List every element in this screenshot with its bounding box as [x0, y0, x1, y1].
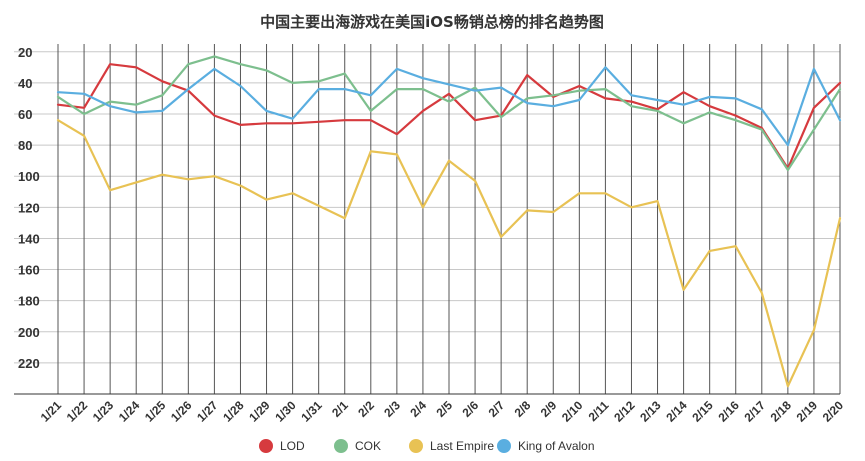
legend-marker [497, 439, 511, 453]
x-tick-label: 2/14 [663, 398, 690, 425]
y-tick-label: 60 [18, 107, 32, 122]
series-line-lod [56, 63, 842, 170]
x-tick-label: 2/5 [433, 398, 455, 420]
y-tick-label: 40 [18, 76, 32, 91]
grid-layer [14, 44, 841, 395]
x-tick-label: 2/9 [538, 398, 560, 420]
y-tick-label: 180 [18, 294, 40, 309]
y-tick-label: 160 [18, 263, 40, 278]
x-tick-label: 2/17 [742, 398, 769, 425]
x-tick-label: 1/26 [168, 398, 195, 425]
series-layer [56, 55, 842, 388]
series-line-king-of-avalon [56, 66, 842, 147]
x-tick-label: 1/25 [142, 398, 169, 425]
x-tick-label: 2/11 [586, 398, 612, 424]
legend-marker [334, 439, 348, 453]
series-line-cok [56, 55, 842, 172]
x-tick-label: 2/13 [637, 398, 664, 425]
y-tick-label: 140 [18, 231, 40, 246]
x-tick-label: 1/23 [90, 398, 117, 425]
x-tick-label: 2/20 [820, 398, 847, 425]
x-tick-label: 2/19 [794, 398, 821, 425]
legend-marker [259, 439, 273, 453]
x-tick-label: 1/24 [116, 398, 143, 425]
x-tick-label: 1/29 [246, 398, 273, 425]
series-line-last-empire [56, 119, 842, 388]
chart-title: 中国主要出海游戏在美国iOS畅销总榜的排名趋势图 [260, 13, 604, 31]
x-tick-label: 2/7 [486, 398, 508, 420]
x-tick-label: 2/6 [459, 398, 481, 420]
x-tick-label: 1/31 [298, 398, 325, 425]
legend-label: COK [355, 439, 381, 453]
y-tick-label: 120 [18, 200, 40, 215]
x-tick-label: 2/4 [407, 398, 429, 420]
legend: LOD COK Last Empire King of Avalon [259, 439, 595, 453]
legend-marker [409, 439, 423, 453]
legend-label: King of Avalon [518, 439, 595, 453]
x-tick-label: 2/12 [611, 398, 638, 425]
x-tick-label: 2/3 [381, 398, 403, 420]
x-tick-label: 1/28 [220, 398, 247, 425]
y-tick-label: 20 [18, 45, 32, 60]
x-tick-label: 2/15 [689, 398, 716, 425]
x-tick-label: 2/1 [329, 398, 351, 420]
y-tick-label: 100 [18, 169, 40, 184]
x-tick-label: 1/27 [194, 398, 221, 425]
x-tick-label: 2/16 [715, 398, 742, 425]
y-tick-label: 200 [18, 325, 40, 340]
x-tick-label: 1/30 [272, 398, 299, 425]
x-tick-label: 1/21 [38, 398, 65, 425]
x-tick-label: 1/22 [64, 398, 91, 425]
legend-label: Last Empire [430, 439, 494, 453]
y-tick-label: 80 [18, 138, 32, 153]
x-tick-label: 2/18 [768, 398, 795, 425]
x-tick-label: 2/10 [559, 398, 586, 425]
y-tick-label: 220 [18, 356, 40, 371]
x-tick-label: 2/2 [355, 398, 377, 420]
legend-label: LOD [280, 439, 305, 453]
x-tick-label: 2/8 [512, 398, 534, 420]
